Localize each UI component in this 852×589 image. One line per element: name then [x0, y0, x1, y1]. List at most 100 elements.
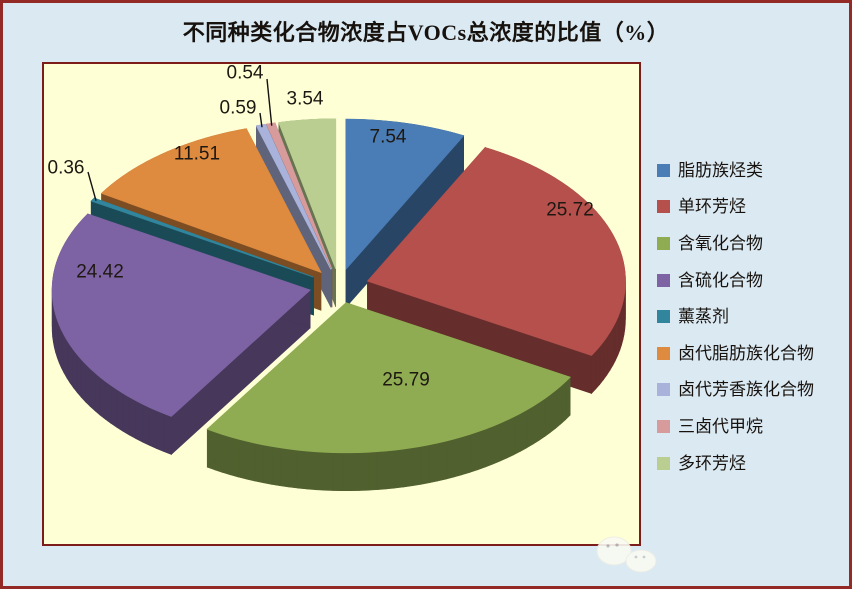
slice-side-face [461, 433, 471, 476]
legend-label: 三卤代甲烷 [678, 416, 763, 436]
slice-side-face [603, 335, 608, 381]
slice-side-face [63, 333, 68, 380]
legend-label: 多环芳烃 [678, 453, 746, 473]
leader-line [259, 112, 263, 128]
legend-swatch [657, 383, 670, 397]
slice-side-face [565, 376, 571, 421]
legend-label: 卤代脂肪族化合物 [678, 343, 814, 363]
slice-side-face [513, 412, 521, 456]
legend-label: 含氧化合物 [678, 233, 763, 253]
pie-slice-含氧化合物 [206, 302, 571, 492]
slice-side-face [560, 380, 566, 425]
slice-side-face [437, 440, 447, 482]
legend-swatch [657, 273, 670, 287]
slice-side-face [149, 406, 157, 449]
slice-side-face [99, 376, 106, 420]
slice-side-face [599, 340, 604, 386]
slice-side-face [612, 322, 616, 366]
slice-side-face [306, 450, 316, 490]
slice-side-face [506, 416, 515, 459]
legend-label: 薰蒸剂 [678, 307, 729, 327]
leader-line [266, 78, 273, 126]
legend-label: 脂肪族烃类 [678, 160, 763, 180]
slice-value-label: 24.42 [76, 262, 124, 283]
slice-side-face [314, 451, 325, 491]
slice-side-face [254, 442, 264, 484]
slice-value-label: 11.51 [174, 144, 220, 165]
slice-side-face [606, 331, 611, 376]
slice-value-label: 25.79 [382, 370, 430, 391]
slice-side-face [411, 445, 422, 487]
slice-side-face [323, 451, 334, 491]
slice-side-face [332, 452, 343, 492]
slice-side-face [499, 419, 508, 462]
slice-side-face [359, 451, 369, 491]
slice-side-face [484, 425, 493, 468]
slice-side-face [66, 339, 71, 384]
slice-side-face [128, 396, 136, 440]
legend-label: 含硫化合物 [678, 270, 763, 290]
slice-side-face [555, 385, 562, 429]
slice-side-face [163, 413, 172, 455]
slice-side-face [105, 380, 112, 424]
slice-side-face [271, 446, 281, 487]
slice-value-label: 3.54 [287, 89, 324, 110]
legend-item-含氧化合物: 含氧化合物 [657, 225, 814, 262]
legend-swatch [657, 200, 670, 214]
slice-value-label: 0.59 [220, 98, 257, 119]
legend-swatch [657, 236, 670, 250]
slice-top-face [90, 197, 314, 278]
slice-side-face [341, 452, 351, 492]
slice-side-face [69, 344, 74, 389]
legend-item-多环芳烃: 多环芳烃 [657, 445, 814, 482]
legend-swatch [657, 346, 670, 360]
slice-top-face [206, 302, 571, 454]
slice-top-face [100, 128, 322, 274]
slice-side-face [142, 403, 150, 446]
legend-swatch [657, 456, 670, 470]
slice-side-face [368, 451, 378, 491]
legend-item-卤代脂肪族化合物: 卤代脂肪族化合物 [657, 335, 814, 372]
slice-side-face [238, 438, 247, 480]
slice-top-face [345, 118, 465, 271]
slice-side-face [420, 444, 430, 485]
slice-top-face [51, 213, 311, 417]
legend-label: 卤代芳香族化合物 [678, 380, 814, 400]
slice-side-face [85, 363, 91, 408]
slice-value-label: 25.72 [546, 200, 594, 221]
slice-side-face [80, 358, 86, 403]
pie-slice-含硫化合物 [51, 213, 311, 456]
legend-item-单环芳烃: 单环芳烃 [657, 189, 814, 226]
slice-side-face [58, 324, 62, 369]
slice-side-face [61, 329, 65, 374]
legend-item-脂肪族烃类: 脂肪族烃类 [657, 152, 814, 189]
slice-top-face [278, 118, 337, 270]
slice-side-face [122, 392, 130, 436]
slice-top-face [366, 147, 626, 356]
slice-side-face [76, 353, 82, 399]
slice-side-face [477, 428, 486, 471]
slice-side-face [156, 410, 165, 453]
legend-item-含硫化合物: 含硫化合物 [657, 262, 814, 299]
legend-label: 单环芳烃 [678, 197, 746, 217]
slice-side-face [595, 345, 601, 390]
slice-side-face [520, 409, 528, 452]
slice-value-label: 0.36 [48, 158, 85, 179]
slice-side-face [394, 448, 404, 489]
slice-side-face [377, 450, 387, 490]
slice-side-face [262, 444, 273, 485]
leader-line [87, 171, 97, 201]
slice-value-label: 7.54 [370, 127, 407, 148]
slice-side-face [297, 449, 307, 490]
slice-side-face [532, 401, 540, 445]
slice-side-face [544, 393, 551, 437]
slice-side-face [135, 400, 143, 443]
slice-side-face [94, 372, 101, 416]
legend-swatch [657, 310, 670, 324]
legend-item-薰蒸剂: 薰蒸剂 [657, 298, 814, 335]
slice-side-face [469, 431, 478, 473]
pie-slice-脂肪族烃类 [345, 118, 465, 309]
slice-side-face [350, 452, 360, 492]
legend: 脂肪族烃类单环芳烃含氧化合物含硫化合物薰蒸剂卤代脂肪族化合物 卤代芳香族化合物 三卤… [657, 152, 814, 481]
